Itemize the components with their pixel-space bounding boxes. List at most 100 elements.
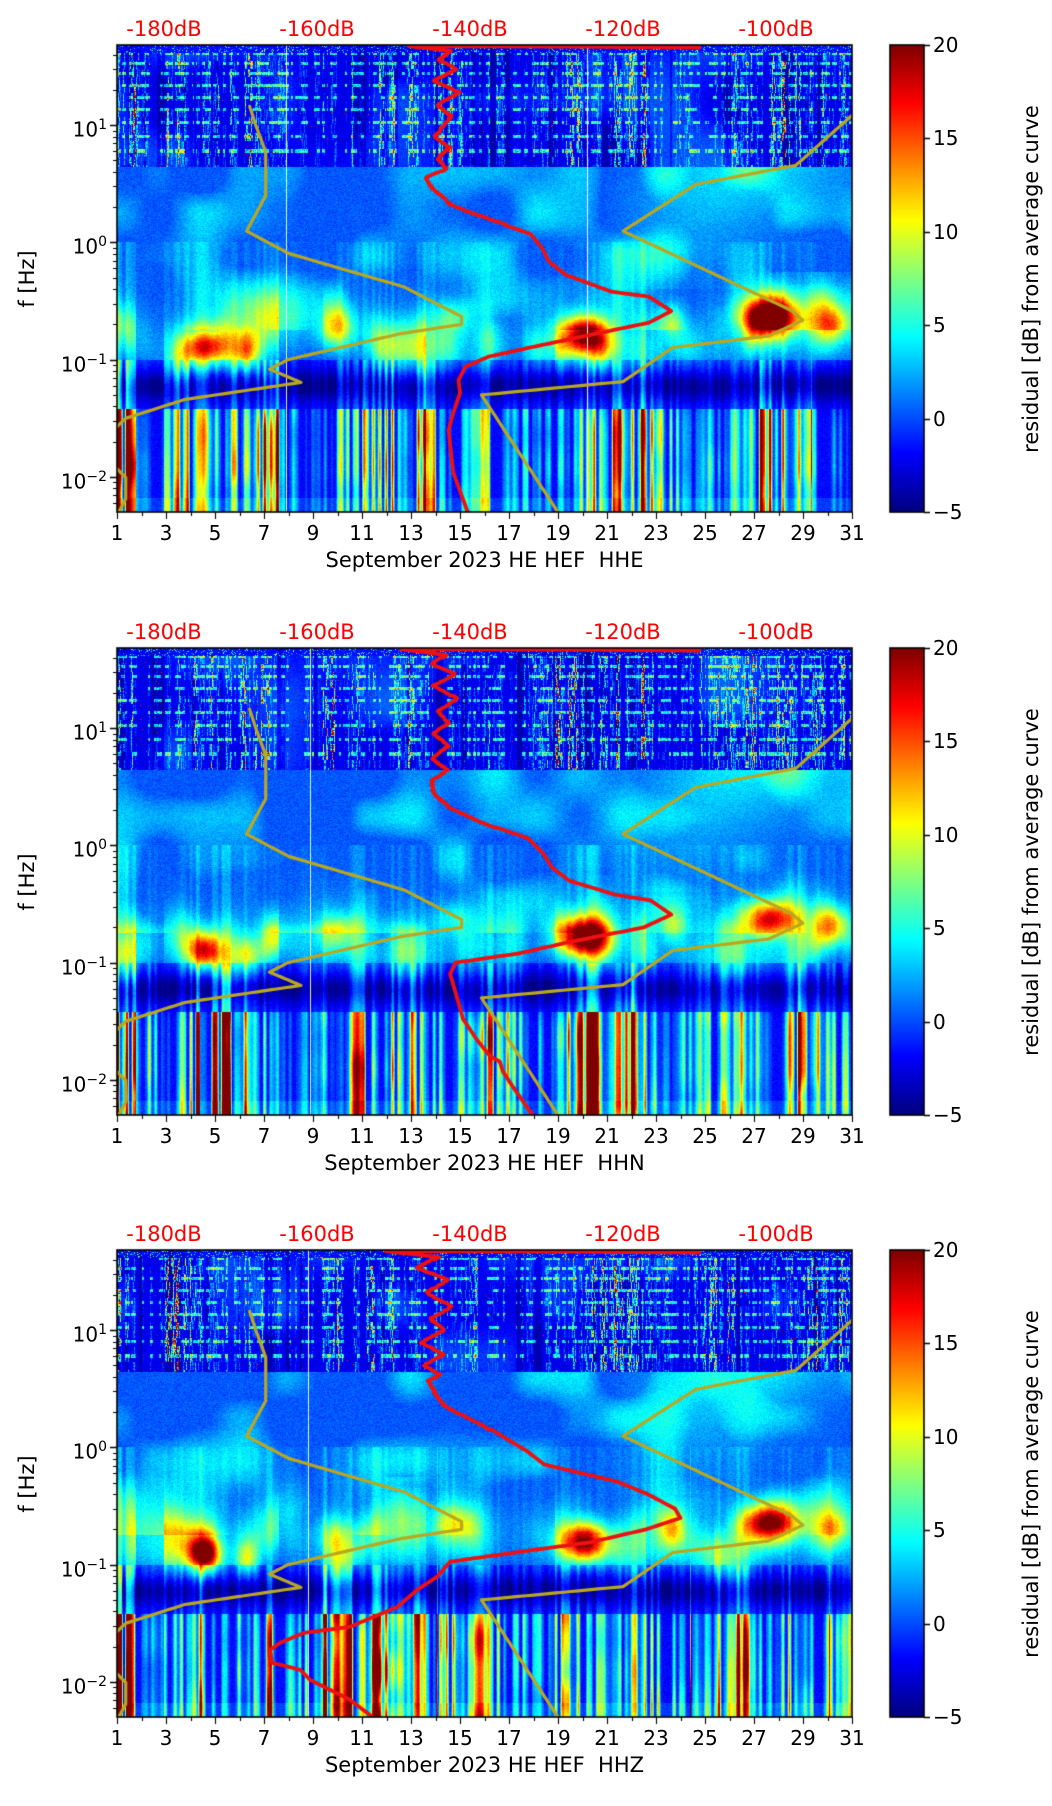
x-axis-label-hhe: September 2023 HE HEF HHE <box>325 548 644 572</box>
y-tick-label: 10−2 <box>60 1071 107 1097</box>
colorbar-tick-label: 10 <box>933 1424 959 1449</box>
top-db-tick-label: -180dB <box>126 1222 202 1246</box>
x-tick-label: 27 <box>741 1726 767 1750</box>
x-tick-label: 31 <box>839 1726 865 1750</box>
x-tick-label: 29 <box>790 1124 816 1148</box>
x-tick-label: 21 <box>594 1726 620 1750</box>
x-tick-label: 13 <box>398 521 424 545</box>
x-tick-label: 7 <box>257 521 271 545</box>
colorbar-tick-label: 5 <box>933 916 946 941</box>
x-tick-label: 9 <box>306 1726 320 1750</box>
colorbar-label-hhn: residual [dB] from average curve <box>1019 707 1043 1056</box>
x-tick-label: 1 <box>110 1124 124 1148</box>
colorbar-tick-label: −5 <box>933 1103 963 1127</box>
x-tick-label: 9 <box>306 521 320 545</box>
x-tick-label: 3 <box>159 521 173 545</box>
x-tick-label: 5 <box>208 1124 222 1148</box>
x-tick-label: 11 <box>349 521 375 545</box>
x-tick-label: 29 <box>790 1726 816 1750</box>
x-tick-label: 1 <box>110 521 124 545</box>
x-tick-label: 19 <box>545 1726 571 1750</box>
top-db-tick-label: -140dB <box>432 1222 508 1246</box>
colorbar-tick-label: 10 <box>933 219 959 244</box>
top-db-tick-label: -160dB <box>279 620 355 644</box>
x-tick-label: 31 <box>839 521 865 545</box>
x-tick-label: 11 <box>349 1124 375 1148</box>
x-tick-label: 25 <box>692 521 718 545</box>
x-tick-label: 23 <box>643 521 669 545</box>
x-tick-label: 27 <box>741 1124 767 1148</box>
colorbar-tick-label: 10 <box>933 822 959 847</box>
top-db-tick-label: -120dB <box>585 1222 661 1246</box>
y-tick-label: 10−1 <box>60 351 107 377</box>
x-tick-label: 11 <box>349 1726 375 1750</box>
top-db-tick-label: -100dB <box>738 17 814 41</box>
colorbar-tick-label: −5 <box>933 500 963 524</box>
y-tick-label: 10−2 <box>60 468 107 494</box>
colorbar-tick-label: 15 <box>933 729 959 754</box>
colorbar-tick-label: 20 <box>933 1238 959 1262</box>
x-tick-label: 23 <box>643 1124 669 1148</box>
x-tick-label: 5 <box>208 1726 222 1750</box>
x-tick-label: 19 <box>545 521 571 545</box>
colorbar-tick-label: 0 <box>933 1611 946 1636</box>
x-tick-label: 15 <box>447 521 473 545</box>
x-tick-label: 1 <box>110 1726 124 1750</box>
spectrogram-canvas-hhz <box>0 1204 1052 1806</box>
x-tick-label: 15 <box>447 1726 473 1750</box>
x-tick-label: 13 <box>398 1726 424 1750</box>
x-tick-label: 21 <box>594 521 620 545</box>
top-db-tick-label: -160dB <box>279 1222 355 1246</box>
top-db-tick-label: -160dB <box>279 17 355 41</box>
y-tick-label: 10−2 <box>60 1673 107 1699</box>
spectrogram-panel-hhn: f [Hz] September 2023 HE HEF HHN residua… <box>0 602 1052 1204</box>
x-tick-label: 31 <box>839 1124 865 1148</box>
x-tick-label: 13 <box>398 1124 424 1148</box>
x-tick-label: 21 <box>594 1124 620 1148</box>
y-tick-label: 10−1 <box>60 1556 107 1582</box>
colorbar-tick-label: 15 <box>933 1331 959 1356</box>
top-db-tick-label: -140dB <box>432 620 508 644</box>
x-tick-label: 15 <box>447 1124 473 1148</box>
x-tick-label: 17 <box>496 521 522 545</box>
x-tick-label: 9 <box>306 1124 320 1148</box>
x-tick-label: 19 <box>545 1124 571 1148</box>
x-axis-label-hhn: September 2023 HE HEF HHN <box>324 1151 645 1175</box>
y-tick-label: 101 <box>72 1322 107 1347</box>
x-tick-label: 7 <box>257 1726 271 1750</box>
top-db-tick-label: -180dB <box>126 17 202 41</box>
y-tick-label: 100 <box>72 837 107 863</box>
colorbar-label-hhz: residual [dB] from average curve <box>1019 1309 1043 1658</box>
colorbar-tick-label: −5 <box>933 1705 963 1729</box>
spectrogram-canvas-hhn <box>0 602 1052 1204</box>
top-db-tick-label: -140dB <box>432 17 508 41</box>
x-tick-label: 7 <box>257 1124 271 1148</box>
colorbar-tick-label: 5 <box>933 1518 946 1543</box>
spectrogram-panel-hhe: f [Hz] September 2023 HE HEF HHE residua… <box>0 0 1052 602</box>
x-tick-label: 5 <box>208 521 222 545</box>
colorbar-tick-label: 20 <box>933 33 959 57</box>
x-tick-label: 25 <box>692 1726 718 1750</box>
y-tick-label: 101 <box>72 720 107 745</box>
x-tick-label: 17 <box>496 1726 522 1750</box>
x-tick-label: 17 <box>496 1124 522 1148</box>
colorbar-tick-label: 0 <box>933 1009 946 1034</box>
spectrogram-panel-hhz: f [Hz] September 2023 HE HEF HHZ residua… <box>0 1204 1052 1806</box>
x-tick-label: 3 <box>159 1726 173 1750</box>
top-db-tick-label: -120dB <box>585 17 661 41</box>
colorbar-tick-label: 20 <box>933 636 959 660</box>
x-axis-label-hhz: September 2023 HE HEF HHZ <box>324 1753 645 1777</box>
colorbar-tick-label: 5 <box>933 313 946 338</box>
y-tick-label: 10−1 <box>60 954 107 980</box>
top-db-tick-label: -100dB <box>738 1222 814 1246</box>
x-tick-label: 29 <box>790 521 816 545</box>
spectrogram-canvas-hhe <box>0 0 1052 602</box>
x-tick-label: 23 <box>643 1726 669 1750</box>
colorbar-tick-label: 15 <box>933 126 959 151</box>
colorbar-tick-label: 0 <box>933 406 946 431</box>
top-db-tick-label: -120dB <box>585 620 661 644</box>
y-tick-label: 100 <box>72 234 107 260</box>
x-tick-label: 25 <box>692 1124 718 1148</box>
top-db-tick-label: -100dB <box>738 620 814 644</box>
x-tick-label: 27 <box>741 521 767 545</box>
